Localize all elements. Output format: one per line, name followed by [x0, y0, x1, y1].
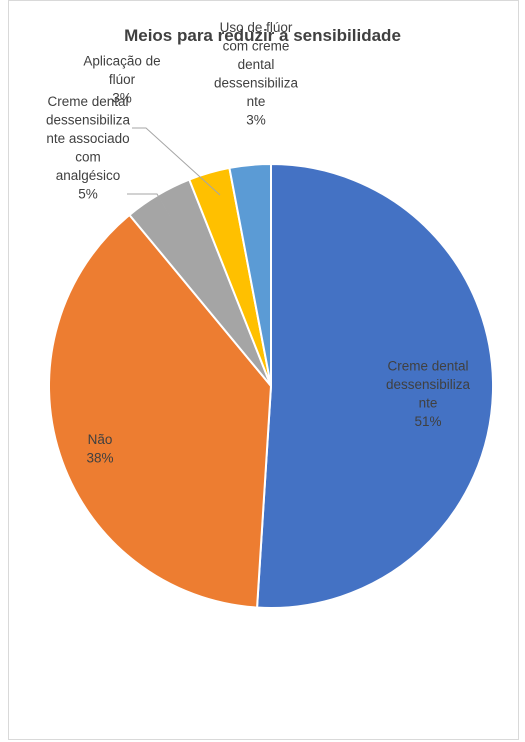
pie-slice-5 [228, 162, 272, 387]
chart-title: Meios para reduzir a sensibilidade [124, 26, 401, 45]
leader-line-4 [132, 127, 221, 196]
data-label-1: Creme dental dessensibiliza nte 51% [386, 358, 471, 429]
data-label-2: Não 38% [86, 432, 113, 466]
pie-slice-2 [48, 213, 273, 609]
data-label-3: Creme dental dessensibiliza nte associado c… [46, 94, 131, 202]
data-label-5: Uso de flúor com creme dental dessensibiliz… [214, 20, 299, 128]
pie-slice-1 [255, 162, 494, 609]
leader-line-3 [127, 193, 171, 217]
data-label-4: Aplicação de flúor 3% [83, 54, 160, 106]
